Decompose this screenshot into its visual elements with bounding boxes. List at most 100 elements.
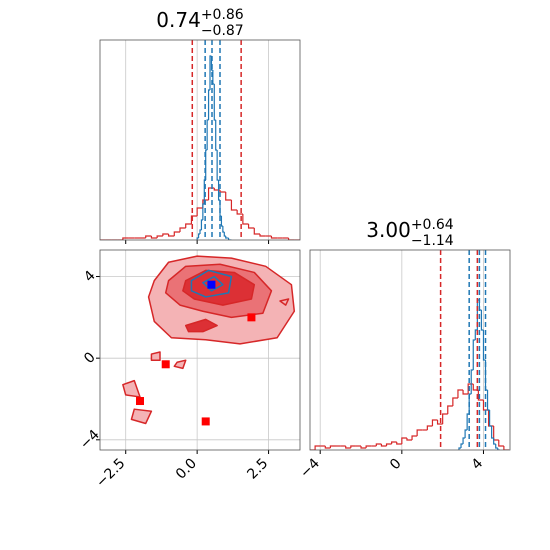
hist-step — [230, 200, 238, 211]
hist-step — [457, 389, 464, 398]
contour — [184, 318, 218, 333]
hist-step — [225, 236, 228, 239]
hist-step — [452, 397, 458, 406]
hist-step — [472, 339, 476, 370]
hist-step — [162, 233, 169, 236]
hist-step — [486, 390, 490, 411]
title-sub: −0.87 — [201, 23, 244, 39]
hist-step — [222, 226, 225, 233]
marker — [207, 280, 216, 289]
hist-step — [185, 223, 192, 228]
hist-step — [411, 435, 418, 440]
hist-step — [493, 426, 499, 441]
hist-step — [488, 410, 492, 427]
hist-step — [436, 420, 443, 425]
hist-step — [495, 444, 498, 449]
hist-step — [460, 443, 464, 448]
title-value: 3.00 — [366, 218, 411, 242]
contour — [122, 379, 141, 398]
hist-step — [190, 215, 198, 224]
hist-step — [242, 214, 249, 225]
panel-frame — [309, 249, 511, 451]
hist-step — [498, 440, 504, 447]
contour — [150, 351, 161, 361]
hist-step — [227, 238, 230, 240]
y-tick-label: 4 — [81, 268, 99, 286]
x-tick-label: 2.5 — [244, 456, 271, 483]
hist-step — [365, 445, 372, 448]
hist-step — [447, 405, 453, 414]
contour — [130, 408, 153, 425]
marker — [201, 417, 210, 426]
hist-step — [396, 442, 402, 445]
hist-step — [197, 233, 200, 238]
contour — [279, 298, 290, 306]
hist-step — [464, 429, 468, 438]
hist-step — [145, 235, 152, 238]
hist-step — [406, 438, 413, 441]
hist-step — [493, 438, 496, 445]
panel — [100, 40, 300, 240]
hist-step — [179, 227, 186, 232]
contour — [173, 359, 187, 370]
hist-step — [380, 444, 387, 447]
x-tick-label: −4 — [297, 455, 323, 481]
hist-step — [236, 210, 243, 215]
hist-step — [216, 150, 219, 181]
hist-step — [199, 229, 202, 234]
hist-step — [470, 369, 474, 394]
panel-title: 0.74+0.86 −0.87 — [156, 7, 244, 39]
hist-step — [225, 192, 232, 201]
panel-title: 3.00+0.64 −1.14 — [366, 217, 454, 249]
hist-step — [314, 445, 321, 450]
hist-step — [462, 390, 469, 395]
title-value: 0.74 — [156, 8, 201, 32]
hist-step — [482, 330, 486, 361]
hist-step — [431, 419, 438, 426]
hist-step — [200, 219, 203, 230]
x-tick-label: 0 — [387, 456, 405, 474]
hist-step — [360, 446, 367, 449]
hist-step — [270, 236, 278, 239]
hist-step — [391, 441, 397, 444]
hist-step — [213, 84, 216, 121]
panel — [100, 250, 300, 450]
hist-step — [482, 400, 489, 411]
title-sup: +0.64 — [411, 217, 454, 233]
hist-step — [462, 437, 466, 444]
hist-step — [207, 89, 210, 120]
hist-step — [259, 234, 266, 237]
panel-frame — [99, 39, 301, 241]
hist-step — [497, 448, 500, 450]
hist-step — [287, 238, 295, 240]
marker — [161, 360, 170, 369]
hist-step — [220, 216, 223, 227]
hist-step — [156, 235, 163, 238]
marker — [247, 313, 256, 322]
hist-step — [150, 236, 158, 239]
hist-step — [458, 447, 462, 450]
hist-step — [345, 446, 351, 449]
title-sup: +0.86 — [201, 7, 244, 23]
hist-step — [401, 437, 407, 444]
hist-step — [205, 149, 208, 180]
hist-step — [350, 445, 356, 448]
hist-step — [202, 203, 205, 220]
x-tick-label: 4 — [469, 455, 487, 473]
contour — [190, 269, 233, 298]
y-tick-label: 0 — [81, 349, 99, 367]
hist-step — [122, 237, 129, 240]
panel-frame — [99, 249, 301, 451]
x-tick-label: −2.5 — [93, 456, 128, 491]
hist-step — [329, 445, 336, 448]
hist-step — [426, 425, 433, 430]
title-sub: −1.14 — [411, 233, 454, 249]
marker — [136, 397, 144, 406]
hist-step — [491, 426, 494, 439]
hist-step — [247, 224, 255, 229]
hist-step — [173, 231, 180, 236]
hist-step — [324, 446, 331, 449]
hist-step — [442, 413, 448, 424]
hist-step — [206, 119, 209, 150]
hist-step — [196, 207, 203, 216]
